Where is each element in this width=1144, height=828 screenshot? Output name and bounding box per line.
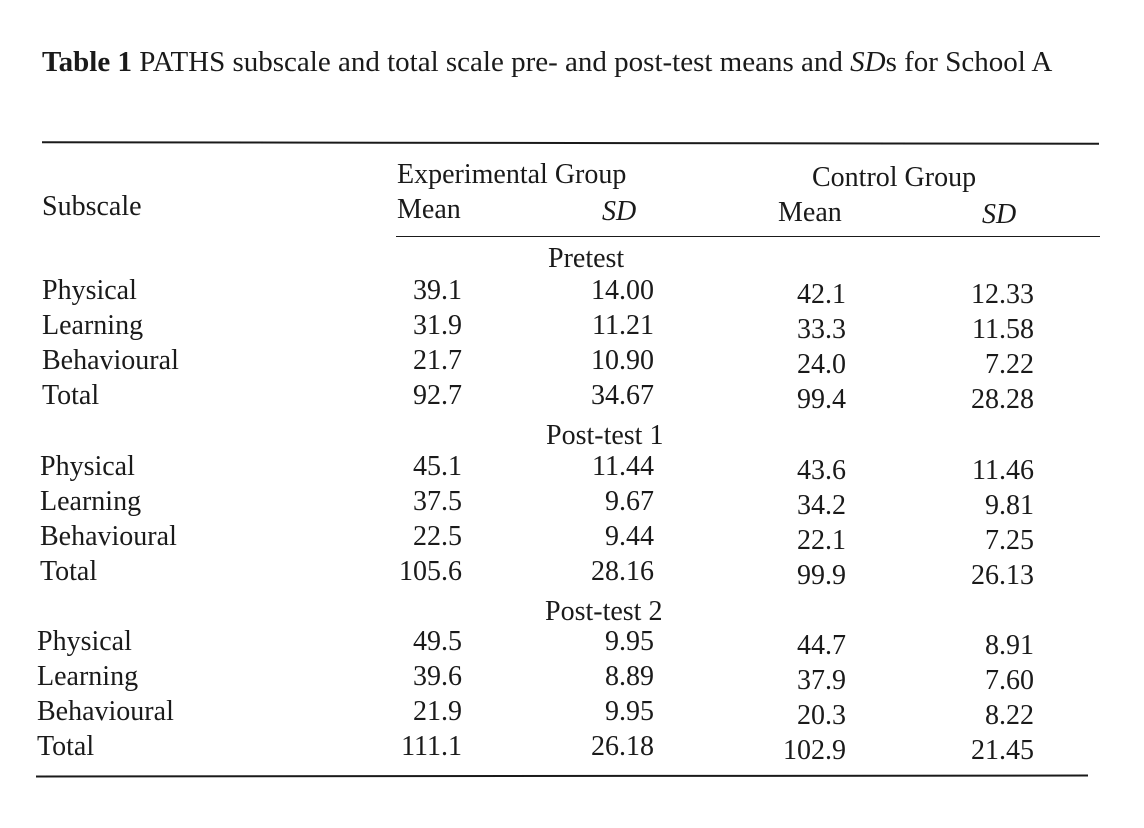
- row-ctl-sd: 26.13: [971, 560, 1034, 591]
- row-ctl-mean: 43.6: [797, 455, 846, 486]
- row-exp-sd: 9.95: [605, 696, 654, 727]
- row-subscale: Behavioural: [42, 345, 179, 376]
- header-exp-mean: Mean: [397, 194, 461, 225]
- table-label: Table 1: [42, 46, 132, 78]
- row-exp-mean: 21.9: [413, 696, 462, 727]
- row-subscale: Physical: [37, 626, 132, 657]
- header-control-group: Control Group: [812, 162, 977, 193]
- row-exp-mean: 39.6: [413, 661, 462, 692]
- row-exp-sd: 14.00: [591, 275, 654, 306]
- row-subscale: Total: [40, 556, 98, 587]
- row-exp-sd: 10.90: [591, 345, 654, 376]
- header-experimental-group: Experimental Group: [397, 159, 627, 190]
- row-exp-mean: 37.5: [413, 486, 462, 517]
- row-ctl-sd: 12.33: [971, 279, 1034, 310]
- row-exp-mean: 21.7: [413, 345, 462, 376]
- row-exp-sd: 26.18: [591, 731, 654, 762]
- row-exp-sd: 9.95: [605, 626, 654, 657]
- row-ctl-sd: 9.81: [985, 490, 1034, 521]
- row-exp-sd: 28.16: [591, 556, 654, 587]
- section-title: Post-test 2: [545, 596, 663, 627]
- row-ctl-sd: 7.25: [985, 525, 1034, 556]
- row-ctl-mean: 99.4: [797, 384, 846, 415]
- row-subscale: Physical: [42, 275, 137, 306]
- row-ctl-mean: 20.3: [797, 700, 846, 731]
- row-exp-sd: 11.44: [592, 451, 654, 482]
- header-exp-sd: SD: [602, 196, 637, 227]
- row-subscale: Total: [37, 731, 95, 762]
- row-exp-mean: 31.9: [413, 310, 462, 341]
- row-exp-mean: 92.7: [413, 380, 462, 411]
- row-ctl-mean: 44.7: [797, 630, 846, 661]
- row-ctl-sd: 7.60: [985, 665, 1034, 696]
- row-ctl-mean: 33.3: [797, 314, 846, 345]
- header-rule: [396, 236, 1100, 237]
- section-title: Post-test 1: [546, 420, 664, 451]
- caption-text: PATHS subscale and total scale pre- and …: [139, 46, 843, 78]
- row-ctl-mean: 99.9: [797, 560, 846, 591]
- row-ctl-sd: 8.22: [985, 700, 1034, 731]
- row-ctl-mean: 37.9: [797, 665, 846, 696]
- row-ctl-sd: 11.46: [972, 455, 1034, 486]
- row-subscale: Total: [42, 380, 100, 411]
- row-ctl-mean: 42.1: [797, 279, 846, 310]
- row-exp-sd: 11.21: [592, 310, 654, 341]
- header-subscale: Subscale: [42, 191, 142, 222]
- row-exp-mean: 39.1: [413, 275, 462, 306]
- row-ctl-mean: 22.1: [797, 525, 846, 556]
- section-title: Pretest: [548, 243, 625, 274]
- row-exp-sd: 9.44: [605, 521, 654, 552]
- row-exp-mean: 22.5: [413, 521, 462, 552]
- row-exp-sd: 9.67: [605, 486, 654, 517]
- row-subscale: Behavioural: [40, 521, 177, 552]
- row-ctl-sd: 7.22: [985, 349, 1034, 380]
- row-ctl-sd: 8.91: [985, 630, 1034, 661]
- bottom-rule: [35, 774, 1089, 778]
- row-subscale: Learning: [37, 661, 139, 692]
- row-ctl-mean: 34.2: [797, 490, 846, 521]
- row-subscale: Physical: [40, 451, 135, 482]
- row-exp-mean: 105.6: [399, 556, 462, 587]
- caption-text-end: s for School A: [885, 46, 1053, 78]
- top-rule: [41, 141, 1100, 145]
- row-ctl-mean: 24.0: [797, 349, 846, 380]
- row-ctl-sd: 21.45: [971, 735, 1034, 766]
- row-exp-sd: 8.89: [605, 661, 654, 692]
- row-exp-mean: 111.1: [401, 731, 462, 762]
- row-ctl-sd: 11.58: [972, 314, 1034, 345]
- row-exp-mean: 45.1: [413, 451, 462, 482]
- row-subscale: Learning: [40, 486, 142, 517]
- row-ctl-sd: 28.28: [971, 384, 1034, 415]
- row-subscale: Behavioural: [37, 696, 174, 727]
- table-caption: Table 1 PATHS subscale and total scale p…: [42, 46, 1112, 79]
- row-subscale: Learning: [42, 310, 144, 341]
- row-ctl-mean: 102.9: [783, 735, 846, 766]
- row-exp-sd: 34.67: [591, 380, 654, 411]
- row-exp-mean: 49.5: [413, 626, 462, 657]
- caption-sd-italic: SD: [850, 46, 886, 78]
- header-ctl-mean: Mean: [778, 197, 842, 228]
- header-ctl-sd: SD: [982, 199, 1017, 230]
